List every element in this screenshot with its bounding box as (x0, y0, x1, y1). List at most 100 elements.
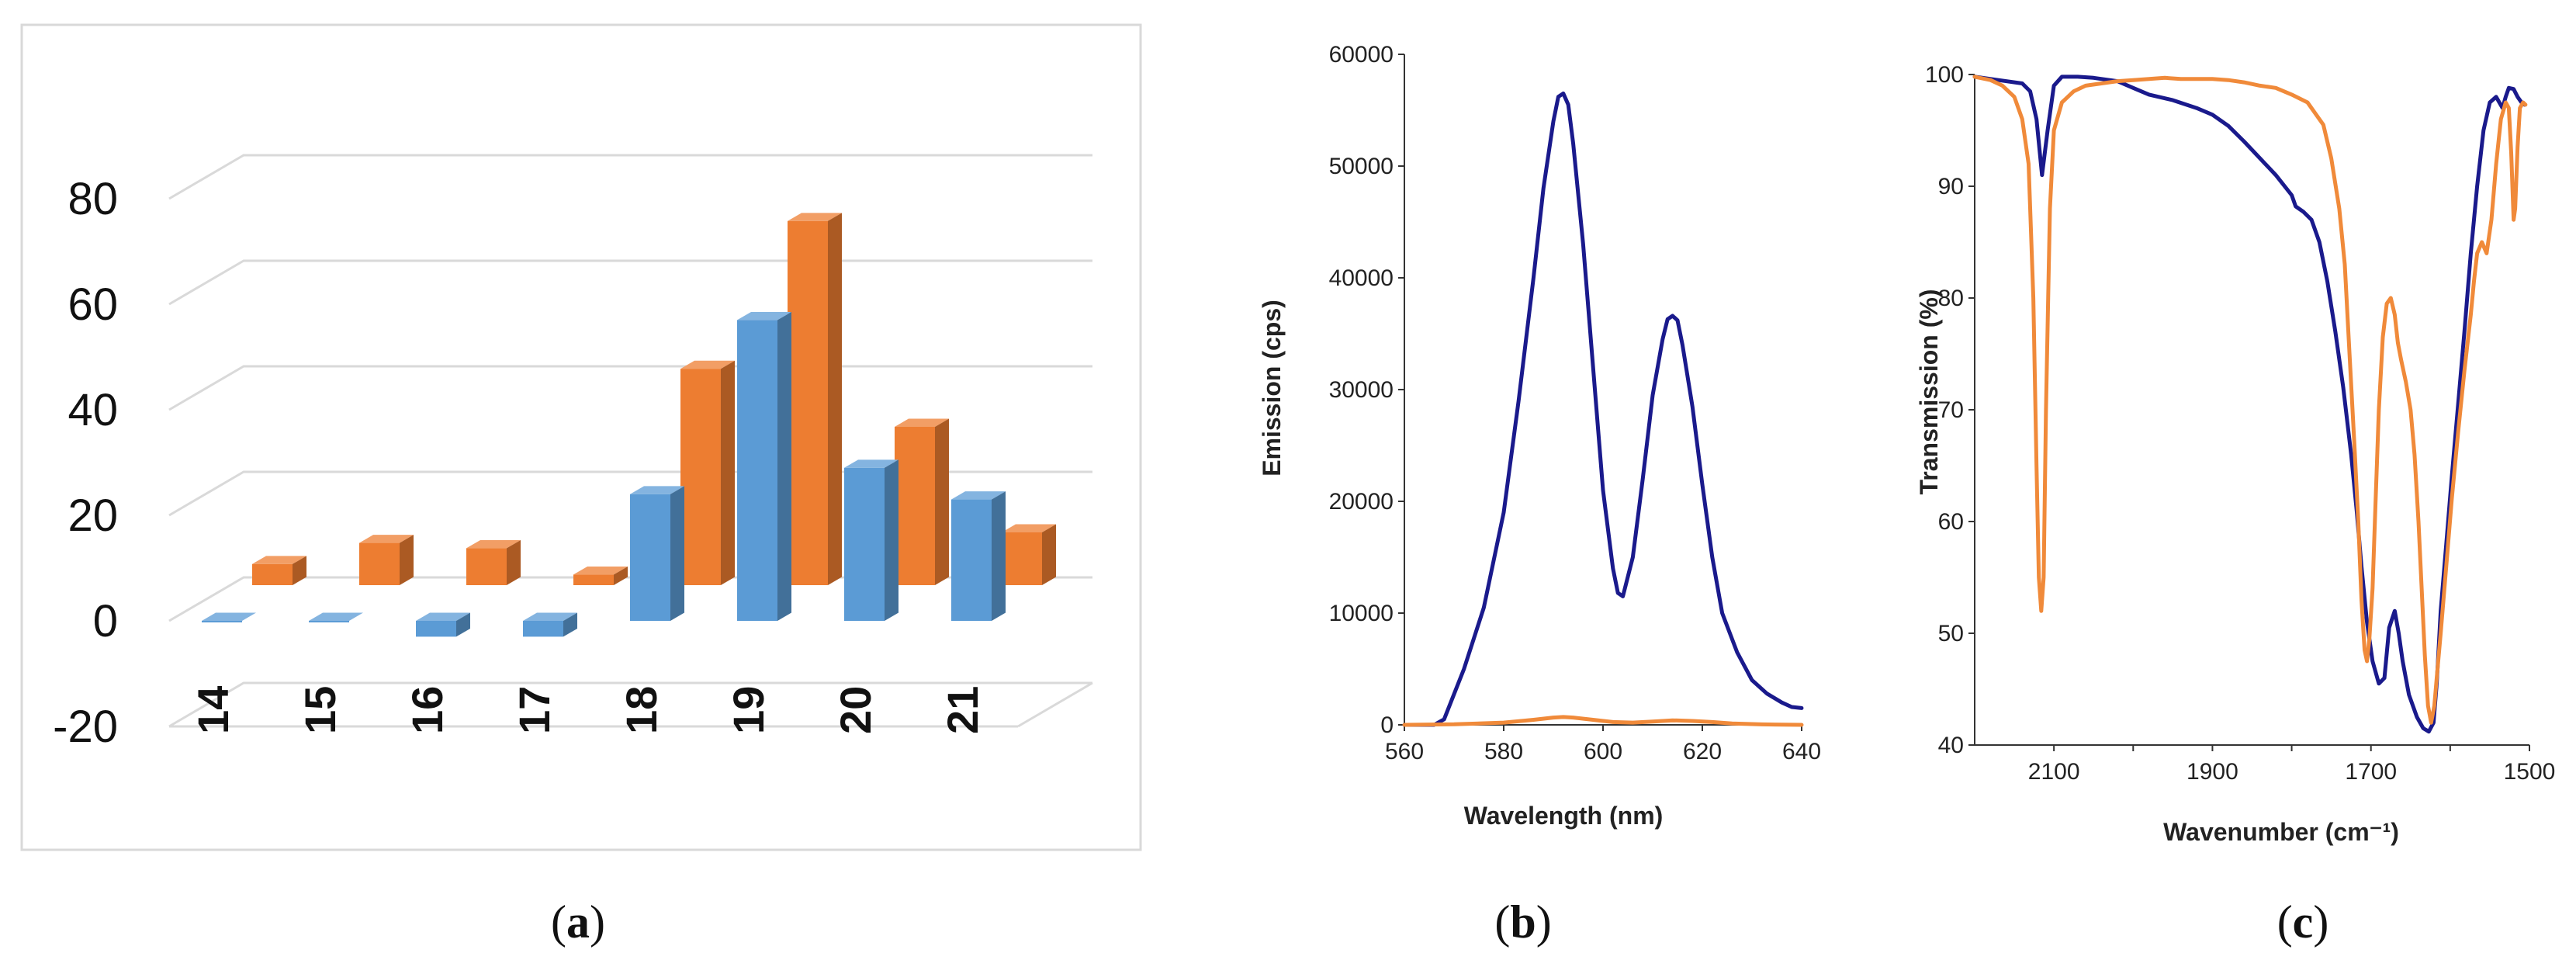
y-tick-label: 80 (1938, 286, 1964, 311)
bar-orange (788, 213, 842, 585)
y-tick-label: 80 (68, 174, 118, 224)
bar-blue (737, 311, 791, 621)
y-tick-label: 50 (1938, 621, 1964, 646)
bar-top-face (309, 612, 363, 621)
y-tick-label: 50000 (1329, 154, 1394, 179)
panel-b-caption: (b) (1494, 896, 1551, 948)
gridline (168, 154, 1092, 200)
series-line-orange (1972, 75, 2528, 725)
series-line-orange (1402, 715, 1804, 727)
panel-a-letter: a (566, 896, 590, 948)
x-category-label: 19 (724, 686, 773, 734)
bar-side-face (293, 556, 306, 585)
panel-a-chart: 80 60 40 20 0 -20 14 15 16 17 18 19 20 21 (20, 23, 1142, 851)
bar-front-face (359, 542, 400, 585)
series-line-navy (1402, 91, 1804, 727)
x-tick-label: 1500 (2504, 759, 2556, 785)
y-tick-label: 0 (93, 596, 118, 646)
bar-side-face (828, 213, 842, 585)
y-tick-label: 40000 (1329, 265, 1394, 291)
bar-side-face (885, 459, 898, 621)
bar-orange (680, 360, 735, 585)
bar-top-face (416, 612, 470, 621)
panel-b-letter: b (1510, 896, 1536, 948)
panel-b-ticks: 0 10000 20000 30000 40000 50000 60000 560 580 600… (1329, 42, 1821, 764)
y-tick-label: 70 (1938, 397, 1964, 423)
x-category-label: 15 (296, 686, 345, 734)
bar-front-face (630, 494, 670, 621)
panel-a-frame (20, 23, 1142, 851)
bar-side-face (992, 491, 1006, 621)
bar-top-face (630, 486, 684, 494)
y-tick-label: 10000 (1329, 601, 1394, 626)
bar-orange (252, 556, 306, 585)
y-tick-label: 60000 (1329, 42, 1394, 68)
panel-b-y-axis-title: Emission (cps) (1258, 300, 1286, 477)
panel-c-x-axis-title: Wavenumber (cm⁻¹) (2163, 818, 2399, 846)
panel-c-caption: (c) (2277, 896, 2329, 948)
x-category-label: 21 (938, 686, 987, 734)
bar-front-face (252, 563, 293, 585)
bar-front-face (1002, 532, 1042, 585)
x-category-label: 16 (403, 686, 452, 734)
panel-a-bars (202, 213, 1056, 637)
series-line-navy (1972, 75, 2527, 734)
bar-blue (309, 612, 363, 622)
gridline (168, 681, 1092, 728)
y-tick-label: 40 (68, 385, 118, 435)
bar-orange (895, 418, 949, 585)
bar-top-face (573, 566, 628, 575)
x-category-label: 20 (831, 686, 880, 734)
bar-top-face (951, 491, 1006, 500)
bar-top-face (788, 213, 842, 221)
bar-orange (359, 535, 414, 585)
bar-front-face (202, 621, 242, 622)
bar-blue (416, 612, 470, 637)
bar-front-face (523, 621, 563, 637)
bar-top-face (466, 539, 521, 549)
bar-blue (844, 459, 898, 621)
y-tick-label: 90 (1938, 174, 1964, 199)
panel-c-chart: 40 50 60 70 80 90 100 2100 1900 1700 1500 Wavenumb… (1915, 62, 2555, 846)
x-tick-label: 1900 (2186, 759, 2238, 785)
bar-side-face (1042, 524, 1056, 585)
panel-c-letter: c (2293, 896, 2314, 948)
x-tick-label: 600 (1584, 739, 1622, 764)
panel-b-chart: 0 10000 20000 30000 40000 50000 60000 560 580 600… (1258, 42, 1821, 830)
bar-blue (951, 491, 1006, 621)
x-tick-label: 580 (1484, 739, 1523, 764)
bar-top-face (523, 612, 577, 621)
y-tick-label: 20000 (1329, 489, 1394, 515)
bar-side-face (670, 486, 684, 621)
panel-a-categories: 14 15 16 17 18 19 20 21 (189, 686, 987, 734)
x-category-label: 14 (189, 686, 237, 734)
x-tick-label: 560 (1385, 739, 1424, 764)
bar-side-face (456, 612, 470, 637)
bar-blue (523, 612, 577, 637)
bar-top-face (895, 418, 949, 427)
bar-top-face (680, 360, 735, 369)
bar-front-face (680, 369, 721, 585)
bar-side-face (935, 418, 949, 585)
bar-front-face (416, 621, 456, 637)
x-category-label: 17 (510, 686, 559, 734)
bar-orange (466, 539, 521, 585)
bar-front-face (895, 427, 935, 585)
bar-side-face (721, 360, 735, 585)
x-tick-label: 2100 (2028, 759, 2080, 785)
bar-top-face (1002, 524, 1056, 532)
bar-front-face (309, 621, 349, 622)
panel-c-ticks: 40 50 60 70 80 90 100 2100 1900 1700 1500 (1925, 62, 2555, 785)
bar-front-face (788, 220, 828, 585)
bar-front-face (466, 548, 507, 585)
bar-side-face (507, 539, 521, 585)
y-tick-label: 40 (1938, 733, 1964, 758)
x-category-label: 18 (617, 686, 666, 734)
bar-front-face (737, 320, 777, 621)
bar-blue (202, 612, 256, 622)
y-tick-label: 60 (1938, 509, 1964, 535)
bar-side-face (777, 311, 791, 621)
y-tick-label: 20 (68, 490, 118, 541)
y-tick-label: -20 (53, 702, 118, 752)
